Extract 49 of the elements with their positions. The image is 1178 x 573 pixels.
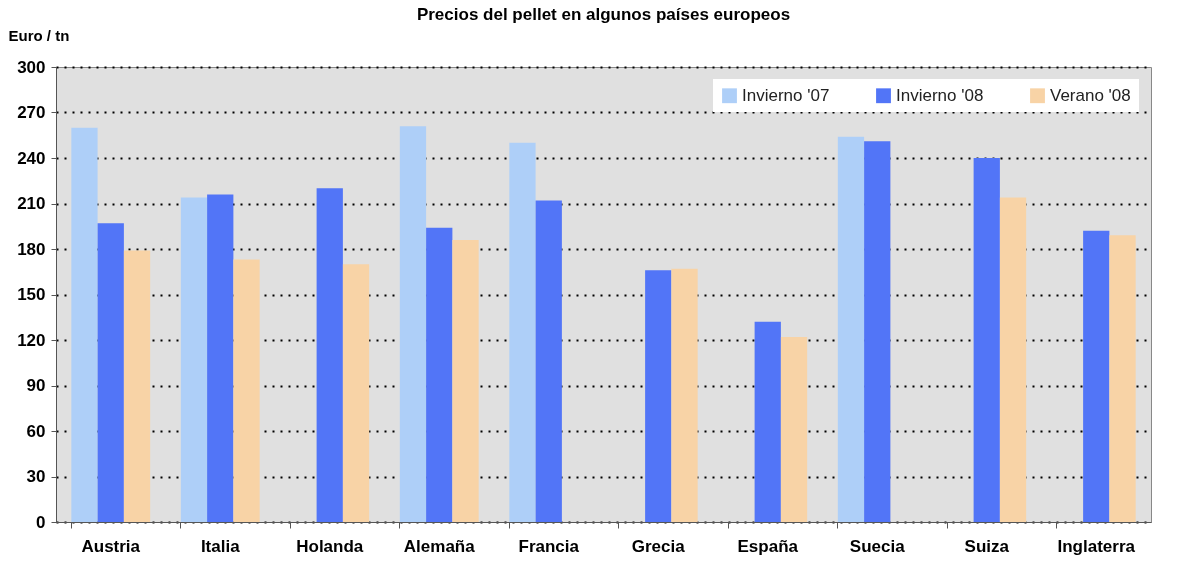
bar [1083,230,1110,522]
y-tick-label: 240 [17,148,46,168]
bar [754,321,781,522]
x-tick-label: Suiza [964,536,1010,556]
y-tick-label: 120 [17,330,46,350]
y-tick-label: 90 [26,376,46,395]
y-tick-label: 300 [17,57,46,77]
bar [207,194,234,522]
legend-label: Invierno '07 [742,85,830,105]
bar [509,142,536,522]
chart-title: Precios del pellet en algunos países europeos [416,5,791,24]
bar [342,264,370,522]
bar [837,136,865,522]
y-tick-label: 270 [17,103,46,122]
bar [426,227,453,522]
y-tick-label: 180 [17,239,46,259]
bar [1109,235,1136,522]
bar [97,223,124,522]
bar [973,158,1000,522]
x-tick-label: Grecia [631,536,686,556]
bar [645,270,672,522]
bar [399,126,427,522]
legend-label: Verano '08 [1050,85,1131,105]
y-axis-title: Euro / tn [8,26,70,44]
y-tick-label: 0 [36,512,46,532]
legend-label: Invierno '08 [896,85,984,105]
y-tick-label: 30 [26,467,46,486]
x-tick-label: Austria [81,536,141,556]
x-tick-label: Holanda [296,536,364,556]
bar [180,197,208,522]
y-tick-label: 60 [26,421,46,441]
bar [233,259,260,522]
bar [999,197,1027,522]
x-tick-label: Italia [200,536,241,556]
x-tick-label: España [737,536,799,556]
bar [71,127,98,522]
bar [780,336,808,522]
bar [316,188,343,522]
x-tick-label: Suecia [849,536,906,556]
bar [864,141,891,522]
bar [671,268,698,522]
bar [452,239,479,522]
bar [535,200,562,522]
bar [123,250,151,522]
x-tick-label: Inglaterra [1057,536,1136,556]
y-tick-label: 210 [17,194,46,213]
x-tick-label: Francia [518,536,580,556]
x-tick-label: Alemaña [403,536,476,556]
y-tick-label: 150 [17,285,46,304]
